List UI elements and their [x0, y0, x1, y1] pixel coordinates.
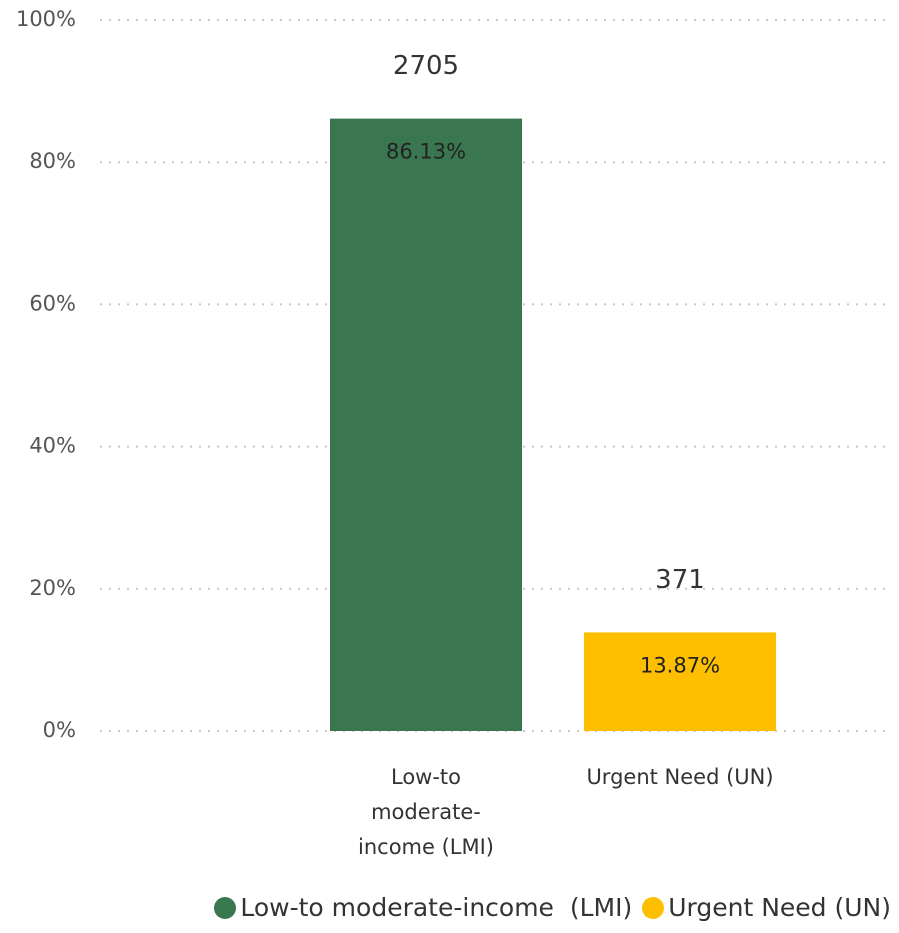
value-label: 86.13%	[386, 140, 466, 164]
x-tick-label: Urgent Need (UN)	[586, 765, 774, 789]
y-tick-label: 40%	[29, 434, 76, 458]
y-tick-label: 0%	[43, 718, 76, 742]
y-tick-label: 60%	[29, 291, 76, 315]
y-tick-label: 20%	[29, 576, 76, 600]
value-label: 13.87%	[640, 653, 720, 677]
x-tick-label: Low-to moderate-income (LMI)	[358, 765, 494, 859]
x-tick-label-box: Urgent Need (UN)	[586, 765, 774, 789]
y-tick-label: 100%	[16, 7, 76, 31]
legend-label: Urgent Need (UN)	[668, 893, 891, 922]
legend-marker	[642, 896, 665, 919]
legend: Low-to moderate-income (LMI) Urgent Need …	[0, 893, 899, 922]
legend-item: Urgent Need (UN)	[642, 893, 891, 922]
legend-label: Low-to moderate-income (LMI)	[240, 893, 633, 922]
legend-marker	[214, 896, 237, 919]
bar	[584, 632, 776, 731]
count-label: 2705	[393, 51, 459, 81]
y-tick-label: 80%	[29, 149, 76, 173]
x-tick-label-box: Low-to moderate-income (LMI)	[358, 765, 494, 859]
chart: 0% 20% 40% 60% 80% 100% 86.13% 2705 Low-to moder…	[16, 7, 890, 859]
legend-item: Low-to moderate-income (LMI)	[214, 893, 632, 922]
count-label: 371	[655, 565, 705, 595]
bar	[330, 118, 522, 731]
